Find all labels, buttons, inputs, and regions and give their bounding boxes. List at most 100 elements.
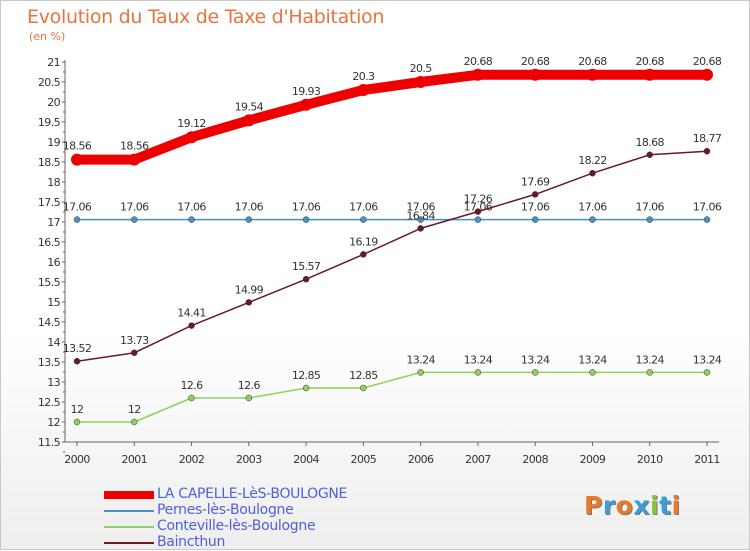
data-label: 13.24 [406, 353, 435, 366]
data-label: 12 [128, 403, 141, 416]
logo-letter: i [671, 491, 681, 520]
x-tick-label: 2009 [580, 453, 606, 466]
y-tick-label: 18.5 [38, 156, 61, 169]
y-tick-label: 13 [47, 376, 60, 389]
data-label: 13.24 [464, 353, 493, 366]
logo-letter: o [615, 491, 634, 520]
data-label: 12.85 [349, 369, 378, 382]
y-tick-label: 12 [47, 416, 60, 429]
data-label: 16.84 [406, 209, 435, 222]
data-label: 17.06 [521, 201, 550, 214]
data-point [360, 216, 367, 223]
data-point [300, 98, 313, 111]
y-tick-label: 20.5 [38, 76, 61, 89]
legend-swatch [104, 510, 154, 512]
x-tick-label: 2007 [465, 453, 491, 466]
x-tick-label: 2004 [293, 453, 319, 466]
x-tick-label: 2002 [179, 453, 205, 466]
logo-letter: x [633, 491, 650, 520]
data-point [529, 68, 542, 81]
x-tick-label: 2008 [522, 453, 548, 466]
y-tick-label: 14 [47, 336, 60, 349]
data-point [245, 216, 253, 223]
data-point [414, 76, 427, 88]
data-label: 17.26 [464, 193, 493, 206]
data-point [302, 275, 310, 283]
x-tick-label: 2003 [236, 453, 262, 466]
data-point [586, 68, 599, 81]
data-label: 13.24 [635, 353, 664, 366]
y-tick-label: 16 [47, 256, 60, 269]
data-point [360, 384, 367, 392]
data-label: 17.06 [63, 201, 92, 214]
legend-label: Conteville-lès-Boulogne [157, 518, 316, 534]
logo-letter: r [602, 491, 616, 520]
data-label: 17.06 [177, 201, 206, 214]
data-label: 20.68 [521, 55, 550, 68]
data-point [531, 216, 539, 223]
data-label: 20.68 [635, 55, 664, 68]
x-tick-label: 2000 [64, 453, 90, 466]
data-point [245, 299, 253, 306]
legend-swatch [104, 526, 154, 528]
x-tick-label: 2010 [637, 453, 663, 466]
y-tick-label: 13.5 [38, 356, 61, 369]
data-point [302, 384, 310, 392]
y-tick-label: 15 [47, 296, 60, 309]
y-tick-label: 14.5 [38, 316, 61, 329]
y-tick-label: 16.5 [38, 236, 61, 249]
y-tick-label: 17.5 [38, 196, 61, 209]
data-point [646, 151, 653, 159]
data-point [73, 357, 81, 365]
logo-letter: t [659, 491, 672, 520]
data-point [73, 418, 81, 426]
data-point [531, 191, 539, 198]
data-label: 12.85 [292, 369, 321, 382]
data-point [471, 68, 484, 81]
data-label: 13.24 [578, 353, 607, 366]
data-point [131, 418, 138, 426]
series-line [76, 150, 708, 362]
data-point [417, 225, 424, 232]
data-label: 20.68 [693, 55, 722, 68]
data-point [646, 216, 653, 223]
data-label: 18.22 [578, 154, 607, 167]
data-point [474, 216, 482, 223]
data-point [703, 216, 711, 223]
y-tick-label: 19.5 [38, 116, 61, 129]
y-tick-label: 21 [47, 56, 60, 69]
data-point [73, 216, 81, 223]
data-label: 17.06 [406, 201, 435, 214]
data-label: 19.54 [235, 100, 264, 113]
data-label: 18.68 [635, 136, 664, 149]
data-label: 13.24 [521, 353, 550, 366]
data-label: 16.19 [349, 235, 378, 248]
data-point [589, 169, 596, 177]
data-label: 17.06 [349, 201, 378, 214]
data-label: 15.57 [292, 260, 321, 273]
data-label: 13.24 [693, 353, 722, 366]
data-label: 17.06 [235, 201, 264, 214]
logo-letter: P [584, 491, 603, 520]
data-label: 17.06 [120, 201, 149, 214]
data-label: 12.6 [180, 379, 203, 392]
data-label: 17.69 [521, 175, 550, 188]
y-tick-label: 19 [47, 136, 60, 149]
data-point [703, 147, 711, 155]
data-label: 12 [71, 403, 84, 416]
data-point [131, 216, 138, 223]
data-point [188, 322, 195, 329]
data-label: 13.73 [120, 334, 149, 347]
data-label: 20.68 [464, 55, 493, 68]
data-label: 18.56 [63, 140, 92, 153]
data-point [643, 68, 656, 81]
data-point [245, 394, 253, 402]
data-label: 14.41 [177, 307, 206, 320]
data-point [701, 68, 713, 81]
y-tick-label: 11.5 [38, 436, 61, 449]
data-point [128, 153, 141, 166]
data-label: 17.06 [693, 201, 722, 214]
logo-letter: i [650, 491, 660, 520]
data-point [531, 369, 539, 376]
